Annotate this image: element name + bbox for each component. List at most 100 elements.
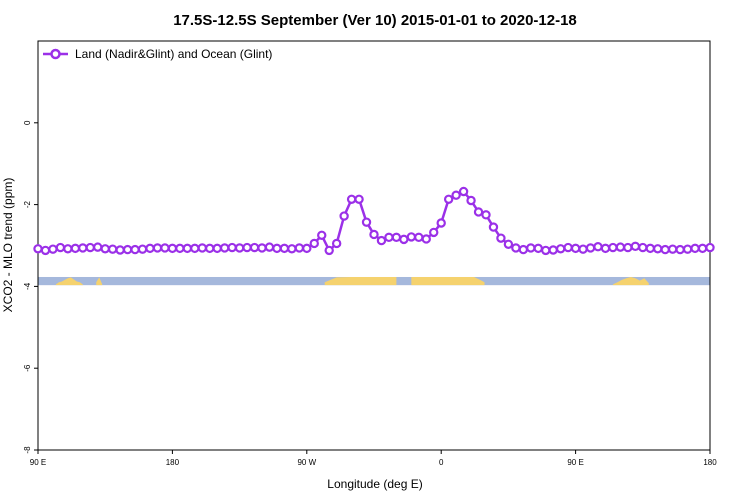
- data-point: [197, 243, 207, 253]
- data-point: [249, 242, 260, 253]
- y-tick-label-1: -2: [23, 200, 32, 208]
- data-point: [384, 232, 394, 243]
- data-point: [518, 244, 529, 255]
- legend: Land (Nadir&Glint) and Ocean (Glint): [43, 47, 272, 61]
- data-point: [623, 242, 633, 253]
- data-point: [130, 244, 140, 255]
- data-point: [152, 243, 163, 253]
- data-point: [660, 244, 670, 255]
- data-point: [160, 243, 170, 253]
- data-point: [302, 243, 312, 254]
- data-point: [369, 229, 379, 240]
- data-point: [421, 234, 431, 244]
- x-tick-label-0: 90 E: [30, 458, 46, 467]
- y-axis: 0 -2 -4 -6 -8: [23, 120, 38, 454]
- data-point: [526, 243, 536, 253]
- legend-marker-swatch: [50, 48, 61, 60]
- data-point: [399, 234, 409, 245]
- data-point: [354, 194, 364, 204]
- data-point: [137, 244, 148, 254]
- legend-label: Land (Nadir&Glint) and Ocean (Glint): [75, 47, 272, 61]
- data-point: [697, 243, 708, 254]
- data-point: [257, 243, 267, 253]
- data-point: [429, 227, 439, 238]
- data-point: [466, 195, 476, 206]
- data-point: [145, 243, 155, 254]
- data-point: [481, 210, 491, 220]
- data-point: [414, 232, 424, 243]
- x-tick-label-2: 90 W: [297, 458, 316, 467]
- data-point: [690, 243, 700, 254]
- data-point: [55, 242, 66, 253]
- data-point: [436, 218, 446, 228]
- data-point: [78, 243, 88, 253]
- data-point: [406, 232, 417, 242]
- x-tick-label-3: 0: [439, 458, 444, 467]
- data-point: [488, 222, 499, 232]
- data-point: [33, 244, 43, 254]
- data-point: [294, 243, 305, 253]
- data-point: [443, 194, 454, 204]
- data-point: [503, 239, 514, 249]
- data-point: [578, 244, 588, 254]
- data-point: [85, 242, 95, 253]
- land-segment-1: [96, 277, 103, 286]
- data-point: [600, 243, 611, 254]
- data-point: [346, 194, 357, 204]
- data-point: [212, 243, 222, 254]
- data-point: [615, 242, 626, 252]
- data-point: [675, 244, 685, 255]
- data-point: [317, 230, 327, 240]
- data-point: [570, 243, 581, 254]
- x-tick-label-1: 180: [166, 458, 180, 467]
- data-point: [40, 245, 51, 256]
- data-point: [496, 233, 506, 243]
- data-point: [682, 244, 693, 254]
- data-point: [122, 244, 133, 255]
- data-point: [473, 207, 484, 217]
- data-point: [339, 211, 349, 221]
- data-point: [361, 217, 372, 227]
- data-point: [272, 243, 282, 254]
- data-point: [227, 242, 237, 253]
- data-point: [205, 243, 215, 254]
- data-point: [555, 244, 566, 254]
- y-tick-label-0: 0: [23, 120, 32, 125]
- data-point: [541, 245, 551, 256]
- data-point: [593, 242, 603, 252]
- data-point: [279, 243, 290, 254]
- data-point: [645, 243, 655, 254]
- land-ocean-mask: [38, 276, 710, 286]
- data-point: [563, 242, 573, 253]
- data-point: [533, 243, 543, 254]
- data-point: [309, 238, 319, 249]
- data-point: [458, 186, 469, 197]
- data-point: [167, 243, 178, 254]
- data-point: [93, 242, 103, 252]
- data-point: [70, 243, 81, 254]
- data-point: [100, 244, 110, 254]
- data-point: [324, 245, 334, 256]
- data-point: [115, 245, 125, 255]
- data-point: [331, 238, 342, 249]
- data-point: [234, 243, 245, 253]
- x-axis-label: Longitude (deg E): [327, 477, 422, 491]
- x-axis: 90 E 180 90 W 0 90 E 180: [30, 450, 717, 467]
- data-point: [242, 242, 252, 253]
- data-point: [585, 243, 596, 253]
- land-segment-3: [411, 276, 485, 286]
- y-tick-label-4: -8: [23, 446, 32, 454]
- y-tick-label-3: -6: [23, 364, 32, 372]
- series-layer: [33, 186, 715, 256]
- chart-title: 17.5S-12.5S September (Ver 10) 2015-01-0…: [173, 12, 577, 29]
- data-point: [451, 190, 461, 200]
- y-axis-label: XCO2 - MLO trend (ppm): [1, 178, 15, 313]
- data-point: [667, 244, 678, 254]
- data-point: [548, 245, 558, 255]
- data-point: [63, 244, 73, 254]
- data-point: [376, 235, 387, 246]
- data-point: [219, 243, 230, 253]
- data-point: [48, 244, 58, 254]
- data-point: [175, 243, 185, 254]
- data-point: [182, 243, 193, 254]
